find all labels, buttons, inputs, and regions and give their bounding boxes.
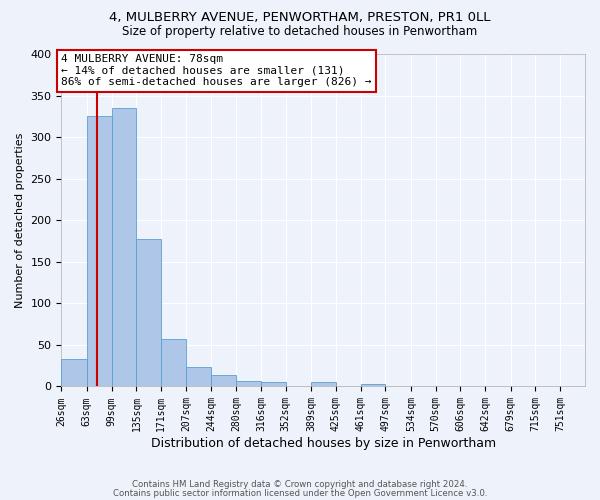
Text: Size of property relative to detached houses in Penwortham: Size of property relative to detached ho… [122, 25, 478, 38]
Text: Contains public sector information licensed under the Open Government Licence v3: Contains public sector information licen… [113, 488, 487, 498]
Text: Contains HM Land Registry data © Crown copyright and database right 2024.: Contains HM Land Registry data © Crown c… [132, 480, 468, 489]
Bar [211, 375, 236, 386]
Bar [261, 382, 286, 386]
X-axis label: Distribution of detached houses by size in Penwortham: Distribution of detached houses by size … [151, 437, 496, 450]
Bar [161, 339, 186, 386]
Text: 4 MULBERRY AVENUE: 78sqm
← 14% of detached houses are smaller (131)
86% of semi-: 4 MULBERRY AVENUE: 78sqm ← 14% of detach… [61, 54, 372, 87]
Bar [112, 108, 136, 386]
Bar [311, 382, 336, 386]
Bar [136, 238, 161, 386]
Bar [236, 382, 261, 386]
Bar [361, 384, 385, 386]
Y-axis label: Number of detached properties: Number of detached properties [15, 132, 25, 308]
Bar [186, 368, 211, 386]
Bar [61, 359, 87, 386]
Text: 4, MULBERRY AVENUE, PENWORTHAM, PRESTON, PR1 0LL: 4, MULBERRY AVENUE, PENWORTHAM, PRESTON,… [109, 11, 491, 24]
Bar [87, 116, 112, 386]
